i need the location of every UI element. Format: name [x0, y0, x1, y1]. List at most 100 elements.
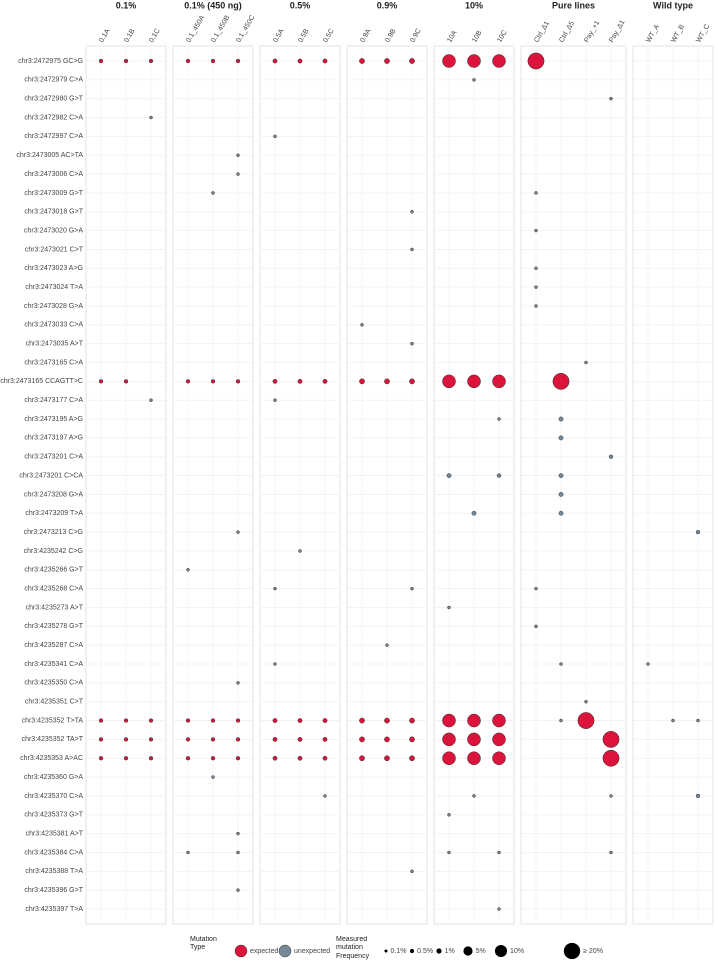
dot — [98, 756, 104, 761]
dot — [297, 58, 303, 64]
row-label: chr3:2473201 C>CA — [19, 472, 83, 479]
panel-title: 0.5% — [290, 0, 311, 10]
dot — [272, 378, 278, 384]
dot — [235, 58, 241, 64]
dot — [235, 756, 241, 761]
dot — [210, 756, 216, 761]
dot — [123, 718, 129, 723]
sample-label: 0.5A — [272, 28, 285, 44]
dot — [185, 58, 191, 64]
dot — [646, 662, 650, 666]
dot — [497, 907, 501, 911]
sample-label: WT_A — [645, 23, 661, 44]
dot — [559, 662, 563, 666]
dot — [236, 850, 240, 855]
dot — [558, 473, 564, 478]
dot — [492, 713, 506, 728]
dot — [148, 718, 154, 723]
dot — [98, 718, 104, 723]
dot — [558, 435, 564, 441]
dot — [236, 681, 240, 685]
dot — [359, 755, 365, 762]
row-label: chr3:4235381 A>T — [26, 830, 84, 837]
panel-title: Pure lines — [552, 0, 595, 10]
dot — [497, 850, 501, 855]
row-label: chr3:2473195 A>G — [24, 416, 83, 423]
dot — [272, 58, 278, 64]
row-label: chr3:2473005 AC>TA — [16, 152, 83, 159]
dot — [235, 737, 241, 742]
dot — [323, 794, 327, 798]
row-label: chr3:2473213 C>G — [24, 529, 83, 536]
dot — [695, 529, 701, 535]
row-label: chr3:2473035 A>T — [26, 341, 84, 348]
dot — [148, 58, 154, 64]
dot — [186, 850, 190, 855]
dot — [472, 794, 476, 798]
dot — [409, 58, 415, 64]
row-label: chr3:4235350 C>A — [24, 680, 83, 687]
row-label: chr3:2473024 T>A — [25, 284, 83, 291]
dot — [123, 379, 129, 384]
dot — [210, 718, 216, 723]
dot — [558, 492, 564, 497]
sample-label: 10A — [446, 29, 458, 44]
dot — [558, 510, 564, 516]
dot — [534, 304, 538, 308]
dot — [272, 737, 278, 742]
type-legend-title-box: Mutation Type — [190, 936, 217, 951]
sample-label: 0.1C — [148, 28, 161, 44]
dot — [671, 718, 675, 723]
dot — [384, 58, 390, 64]
dot — [409, 736, 415, 743]
dot — [467, 732, 481, 747]
dot — [410, 586, 414, 591]
dot — [442, 54, 456, 68]
dot — [442, 751, 456, 766]
dot — [384, 378, 390, 385]
dot — [409, 755, 415, 762]
dot — [359, 717, 365, 724]
dot — [148, 737, 154, 742]
row-label: chr3:2472975 GC>G — [18, 58, 83, 65]
dot — [322, 737, 328, 742]
dot — [385, 643, 389, 647]
dot — [359, 378, 365, 385]
row-label: chr3:2473020 G>A — [24, 227, 83, 234]
dot — [472, 78, 476, 82]
sample-label: Pay_Δ1 — [608, 19, 626, 44]
dot — [410, 869, 414, 874]
row-label: chr3:2473006 C>A — [24, 171, 83, 178]
sample-label: 0.9A — [359, 28, 372, 44]
dot — [297, 755, 303, 761]
dot — [409, 717, 415, 724]
row-label: chr3:2473197 A>G — [24, 435, 83, 442]
size-swatch — [463, 946, 473, 956]
dot — [492, 374, 506, 389]
sample-label: 0.1_450A — [185, 14, 206, 44]
dot — [602, 730, 620, 748]
dot — [149, 398, 153, 402]
row-label: chr3:2473165 C>A — [24, 359, 83, 366]
row-label: chr3:2473201 C>A — [24, 454, 83, 461]
dot — [527, 52, 545, 70]
dot — [534, 586, 538, 591]
dot — [497, 417, 501, 421]
dot — [185, 379, 191, 384]
size-label: ≥ 20% — [583, 948, 603, 955]
dot — [123, 737, 129, 742]
dot — [534, 191, 538, 195]
dot — [577, 712, 595, 729]
dot — [272, 718, 278, 723]
panel-title: 10% — [465, 0, 483, 10]
dot — [273, 134, 277, 139]
dot — [210, 379, 216, 384]
dot — [534, 285, 538, 289]
row-label: chr3:2473023 A>G — [24, 265, 83, 272]
row-label: chr3:4235273 A>T — [26, 604, 84, 611]
row-label: chr3:2473208 G>A — [24, 491, 83, 498]
sample-label: 0.1_450C — [235, 14, 256, 44]
sample-label: Pay_+1 — [583, 20, 601, 44]
row-label: chr3:2473018 G>T — [24, 209, 83, 216]
